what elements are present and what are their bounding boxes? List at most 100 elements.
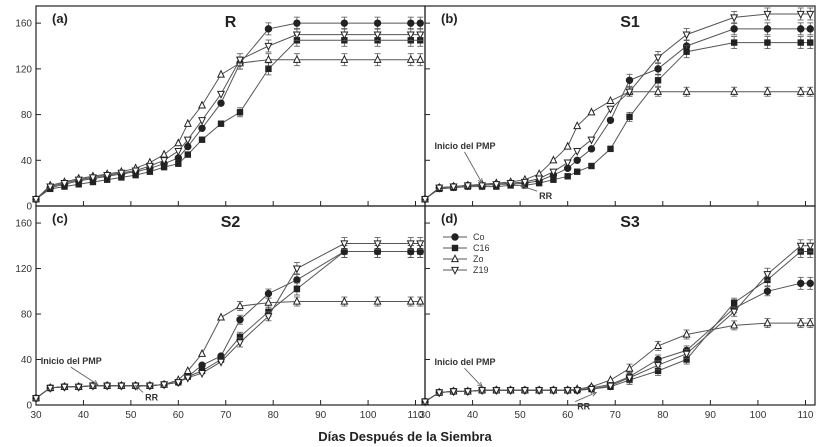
data-point [217, 312, 226, 321]
data-point [625, 374, 634, 383]
data-point [374, 248, 381, 255]
data-point [236, 333, 244, 340]
series-line [424, 42, 811, 200]
x-tick-label: 100 [360, 410, 377, 421]
data-point [217, 358, 226, 367]
data-point [449, 388, 458, 397]
data-point [573, 168, 581, 175]
data-point [174, 379, 183, 388]
annotation: RR [519, 184, 553, 201]
x-tick-label: 30 [419, 410, 431, 421]
x-tick-label: 40 [467, 410, 479, 421]
data-point [797, 39, 804, 46]
data-point [235, 339, 244, 348]
data-point [607, 145, 614, 153]
x-tick-label: 100 [750, 410, 767, 421]
data-point [160, 149, 169, 158]
data-point [549, 155, 558, 164]
y-tick-label: 0 [26, 202, 32, 213]
data-point [796, 86, 805, 95]
data-point [293, 19, 301, 27]
data-point [549, 387, 558, 396]
data-point [682, 86, 691, 95]
data-point [730, 299, 738, 306]
data-point [31, 196, 41, 205]
panel-c: 30 40 50 60 70 80 90 100 110 0 40 80 120 160 (c) S2 Inic… [15, 205, 426, 421]
y-tick-label: 40 [21, 156, 33, 167]
series-z19 [420, 239, 815, 407]
data-point [264, 54, 273, 63]
data-point [606, 95, 615, 104]
data-point [236, 109, 244, 116]
legend-entry: Z19 [443, 265, 489, 275]
data-point [406, 31, 415, 40]
annotation: Inicio del PMP [41, 356, 102, 386]
data-point [435, 184, 444, 193]
panel-title: S3 [620, 214, 640, 231]
panel-label: (c) [52, 211, 68, 226]
data-point [88, 382, 97, 391]
series-z19 [31, 237, 425, 404]
data-point [806, 279, 814, 288]
data-point [535, 175, 544, 184]
data-point [463, 182, 472, 191]
data-point [797, 25, 805, 33]
data-point [730, 14, 739, 23]
data-point [184, 151, 192, 158]
data-point [763, 287, 772, 295]
data-point [563, 159, 572, 168]
series-co [32, 245, 424, 402]
data-point [74, 176, 83, 185]
x-tick-label: 110 [798, 410, 814, 421]
data-point [730, 25, 738, 33]
y-tick-label: 120 [15, 264, 32, 275]
annotation-text: Inicio del PMP [41, 356, 102, 366]
data-point [60, 383, 69, 392]
y-tick-label: 40 [21, 355, 33, 366]
data-point [175, 160, 182, 167]
data-point [492, 387, 501, 396]
data-point [506, 387, 515, 396]
y-tick-label: 80 [21, 110, 33, 121]
panel-title: R [225, 14, 237, 31]
data-point [406, 240, 415, 249]
data-point [406, 54, 415, 63]
data-point [563, 141, 572, 150]
data-point [117, 169, 126, 178]
data-point [341, 248, 348, 255]
data-point [807, 39, 814, 46]
data-point [198, 348, 207, 357]
data-point [235, 56, 244, 65]
data-point [763, 25, 772, 33]
x-tick-label: 70 [220, 410, 232, 421]
data-point [236, 316, 244, 324]
data-point [146, 168, 154, 175]
data-point [264, 42, 273, 51]
legend-label: Z19 [473, 265, 489, 275]
data-point [174, 138, 183, 147]
annotation-arrow [464, 367, 483, 388]
series-z19 [420, 7, 815, 205]
series-line [424, 13, 811, 200]
data-point [373, 296, 382, 305]
data-point [264, 313, 273, 322]
y-tick-label: 160 [15, 19, 32, 30]
annotation: RR [134, 384, 159, 402]
data-point [806, 10, 815, 19]
data-point [549, 168, 558, 177]
panel-a: 0 40 80 120 160 (a) R [15, 5, 426, 213]
data-point [654, 54, 663, 63]
data-point [626, 113, 633, 121]
data-point [683, 356, 690, 363]
data-point [654, 362, 663, 371]
data-point [806, 25, 814, 33]
annotation-arrow [519, 185, 538, 192]
data-point [506, 180, 515, 189]
annotation-text: RR [577, 402, 590, 412]
data-point [103, 172, 112, 181]
data-point [264, 289, 273, 298]
data-point [160, 163, 168, 171]
data-point [373, 240, 382, 249]
data-point [796, 10, 805, 19]
